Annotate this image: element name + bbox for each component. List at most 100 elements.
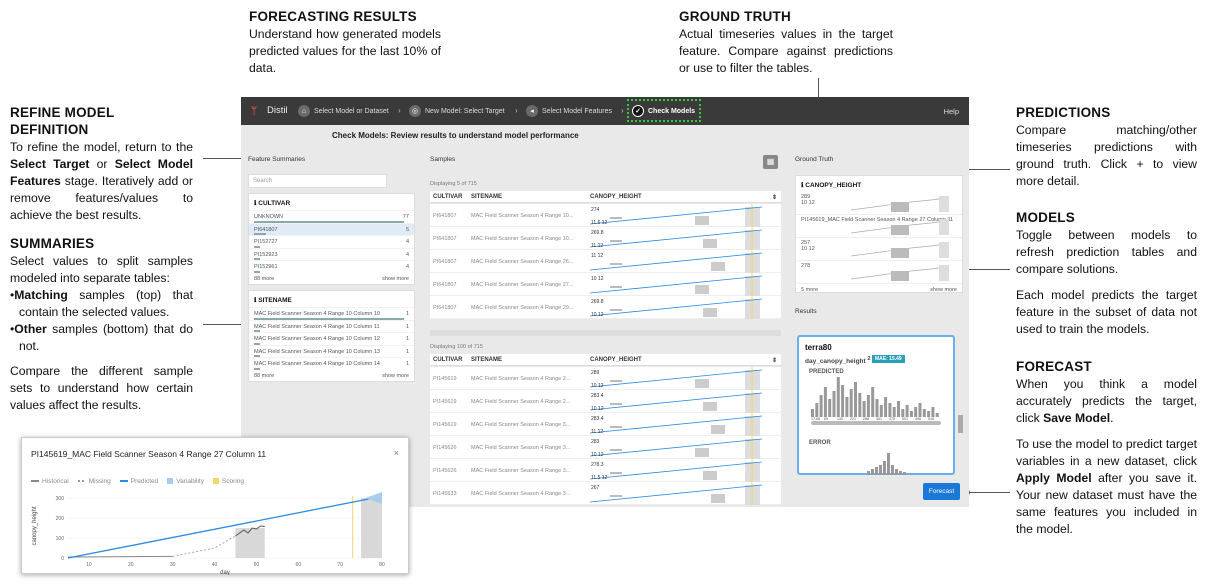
- histogram-bar[interactable]: [927, 411, 931, 417]
- histogram-bar[interactable]: [918, 403, 922, 417]
- table-row[interactable]: PI641807 MAC Field Scanner Season 4 Range…: [430, 296, 781, 319]
- table-row[interactable]: PI641807 MAC Field Scanner Season 4 Range…: [430, 273, 781, 296]
- ground-truth-row[interactable]: PI145619_MAC Field Scanner Season 4 Rang…: [796, 215, 962, 238]
- histogram-bar[interactable]: [836, 377, 840, 417]
- histogram-bar[interactable]: [858, 393, 862, 417]
- show-more-link[interactable]: show more: [930, 287, 957, 293]
- histogram-bar[interactable]: [905, 405, 909, 417]
- histogram-bar[interactable]: [879, 405, 883, 417]
- histogram-bar[interactable]: [815, 403, 819, 417]
- table-row[interactable]: PI145626 MAC Field Scanner Season 4 Range…: [430, 459, 781, 482]
- top-table-scrollbar[interactable]: [430, 330, 781, 336]
- nav-step-select-model[interactable]: ⌂ Select Model or Dataset: [298, 104, 389, 118]
- ground-truth-sparkline: [851, 219, 949, 235]
- table-row[interactable]: PI641807 MAC Field Scanner Season 4 Range…: [430, 227, 781, 250]
- ground-truth-row[interactable]: 257 10 12: [796, 238, 962, 261]
- histogram-range-slider[interactable]: [811, 421, 941, 425]
- histogram-bar[interactable]: [811, 409, 814, 417]
- nav-step-select-target[interactable]: ◎ New Model: Select Target: [409, 104, 505, 118]
- canopy-sparkline[interactable]: 283.4 10 12: [590, 390, 775, 413]
- histogram-bar[interactable]: [871, 469, 874, 475]
- table-row[interactable]: PI145619 MAC Field Scanner Season 4 Range…: [430, 367, 781, 390]
- facet-row[interactable]: PI152727 4: [249, 235, 414, 248]
- histogram-bar[interactable]: [931, 407, 935, 417]
- nav-step-label: Check Models: [648, 107, 696, 115]
- histogram-bar[interactable]: [891, 465, 894, 475]
- histogram-bar[interactable]: [897, 401, 900, 417]
- results-scrollbar[interactable]: [958, 415, 963, 433]
- canopy-sparkline[interactable]: 283.4 11 12: [590, 413, 775, 436]
- facet-row[interactable]: MAC Field Scanner Season 4 Range 10 Colu…: [249, 332, 414, 345]
- error-histogram[interactable]: [807, 447, 947, 475]
- facet-row[interactable]: UNKNOWN 77: [249, 210, 414, 223]
- histogram-bar[interactable]: [888, 403, 892, 417]
- canopy-sparkline[interactable]: 283 10 12: [590, 436, 775, 459]
- forecast-button[interactable]: Forecast: [923, 483, 960, 500]
- histogram-bar[interactable]: [862, 401, 866, 417]
- canopy-sparkline[interactable]: 289 10 12: [590, 367, 775, 390]
- histogram-bar[interactable]: [903, 472, 906, 475]
- annotation-models: MODELS Toggle between models to refresh …: [1016, 209, 1197, 338]
- facet-row[interactable]: PI152923 4: [249, 247, 414, 260]
- nav-step-check-models[interactable]: ✓ Check Models: [632, 104, 695, 118]
- canopy-sparkline[interactable]: 267: [590, 482, 775, 505]
- table-row[interactable]: PI641807 MAC Field Scanner Season 4 Range…: [430, 250, 781, 273]
- histogram-bar[interactable]: [849, 389, 853, 417]
- histogram-bar[interactable]: [875, 467, 878, 475]
- model-result-card[interactable]: terra80 day_canopy_height 2 MAE: 15.49 P…: [797, 335, 955, 475]
- ground-truth-row[interactable]: 289 10 12: [796, 192, 962, 215]
- table-row[interactable]: PI145619 MAC Field Scanner Season 4 Range…: [430, 390, 781, 413]
- facet-row[interactable]: PI152961 4: [249, 260, 414, 273]
- histogram-bar[interactable]: [841, 385, 845, 417]
- canopy-sparkline[interactable]: 278.3 11.5 12: [590, 459, 775, 482]
- histogram-bar[interactable]: [909, 411, 913, 417]
- predicted-histogram[interactable]: 17.68 69 130 221 288 351 475 501 496 518: [807, 377, 947, 432]
- histogram-bar[interactable]: [828, 399, 832, 417]
- show-more-link[interactable]: show more: [382, 275, 409, 282]
- canopy-sparkline[interactable]: 269.8 11 12: [590, 227, 775, 250]
- histogram-bar[interactable]: [887, 453, 890, 475]
- histogram-bar[interactable]: [823, 387, 827, 417]
- search-input[interactable]: Search: [248, 174, 387, 188]
- table-row[interactable]: PI145626 MAC Field Scanner Season 4 Range…: [430, 436, 781, 459]
- histogram-bar[interactable]: [884, 397, 888, 417]
- canopy-sparkline[interactable]: 274 11.6 12: [590, 204, 775, 227]
- annotation-refine-model: REFINE MODEL DEFINITION To refine the mo…: [10, 104, 193, 224]
- histogram-bar[interactable]: [866, 395, 870, 417]
- scoring-band: [361, 498, 382, 558]
- histogram-bar[interactable]: [832, 391, 836, 417]
- histogram-bar[interactable]: [867, 471, 870, 475]
- nav-step-select-features[interactable]: ◂ Select Model Features: [526, 104, 612, 118]
- table-row[interactable]: PI145619 MAC Field Scanner Season 4 Range…: [430, 413, 781, 436]
- facet-row[interactable]: MAC Field Scanner Season 4 Range 10 Colu…: [249, 357, 414, 370]
- facet-row[interactable]: MAC Field Scanner Season 4 Range 10 Colu…: [249, 307, 414, 320]
- facet-row[interactable]: PI641807 5: [249, 222, 414, 235]
- histogram-bar[interactable]: [871, 387, 875, 417]
- histogram-bar[interactable]: [922, 409, 926, 417]
- histogram-bar[interactable]: [879, 465, 882, 475]
- facet-row[interactable]: MAC Field Scanner Season 4 Range 10 Colu…: [249, 319, 414, 332]
- table-row[interactable]: PI145633 MAC Field Scanner Season 4 Range…: [430, 482, 781, 505]
- histogram-bar[interactable]: [899, 471, 902, 475]
- table-row[interactable]: PI641807 MAC Field Scanner Season 4 Range…: [430, 204, 781, 227]
- show-more-link[interactable]: show more: [382, 372, 409, 379]
- close-icon[interactable]: ×: [393, 448, 399, 458]
- histogram-bar[interactable]: [854, 382, 857, 417]
- histogram-bar[interactable]: [819, 395, 823, 417]
- histogram-bar[interactable]: [901, 409, 905, 417]
- facet-row[interactable]: MAC Field Scanner Season 4 Range 10 Colu…: [249, 344, 414, 357]
- canopy-sparkline[interactable]: 269.8 10 12: [590, 296, 775, 319]
- annotation-text: Actual timeseries values in the target f…: [679, 27, 893, 75]
- histogram-bar[interactable]: [892, 407, 896, 417]
- histogram-bar[interactable]: [883, 461, 886, 475]
- layout-toggle-icon[interactable]: ▦: [763, 155, 778, 169]
- histogram-bar[interactable]: [845, 397, 849, 417]
- ground-truth-row[interactable]: 278: [796, 261, 962, 284]
- histogram-bar[interactable]: [895, 469, 898, 475]
- histogram-bar[interactable]: [875, 399, 879, 417]
- help-link[interactable]: Help: [943, 107, 959, 116]
- histogram-bar[interactable]: [935, 413, 939, 417]
- histogram-bar[interactable]: [914, 407, 918, 417]
- canopy-sparkline[interactable]: 10 12: [590, 273, 775, 296]
- canopy-sparkline[interactable]: 11 12: [590, 250, 775, 273]
